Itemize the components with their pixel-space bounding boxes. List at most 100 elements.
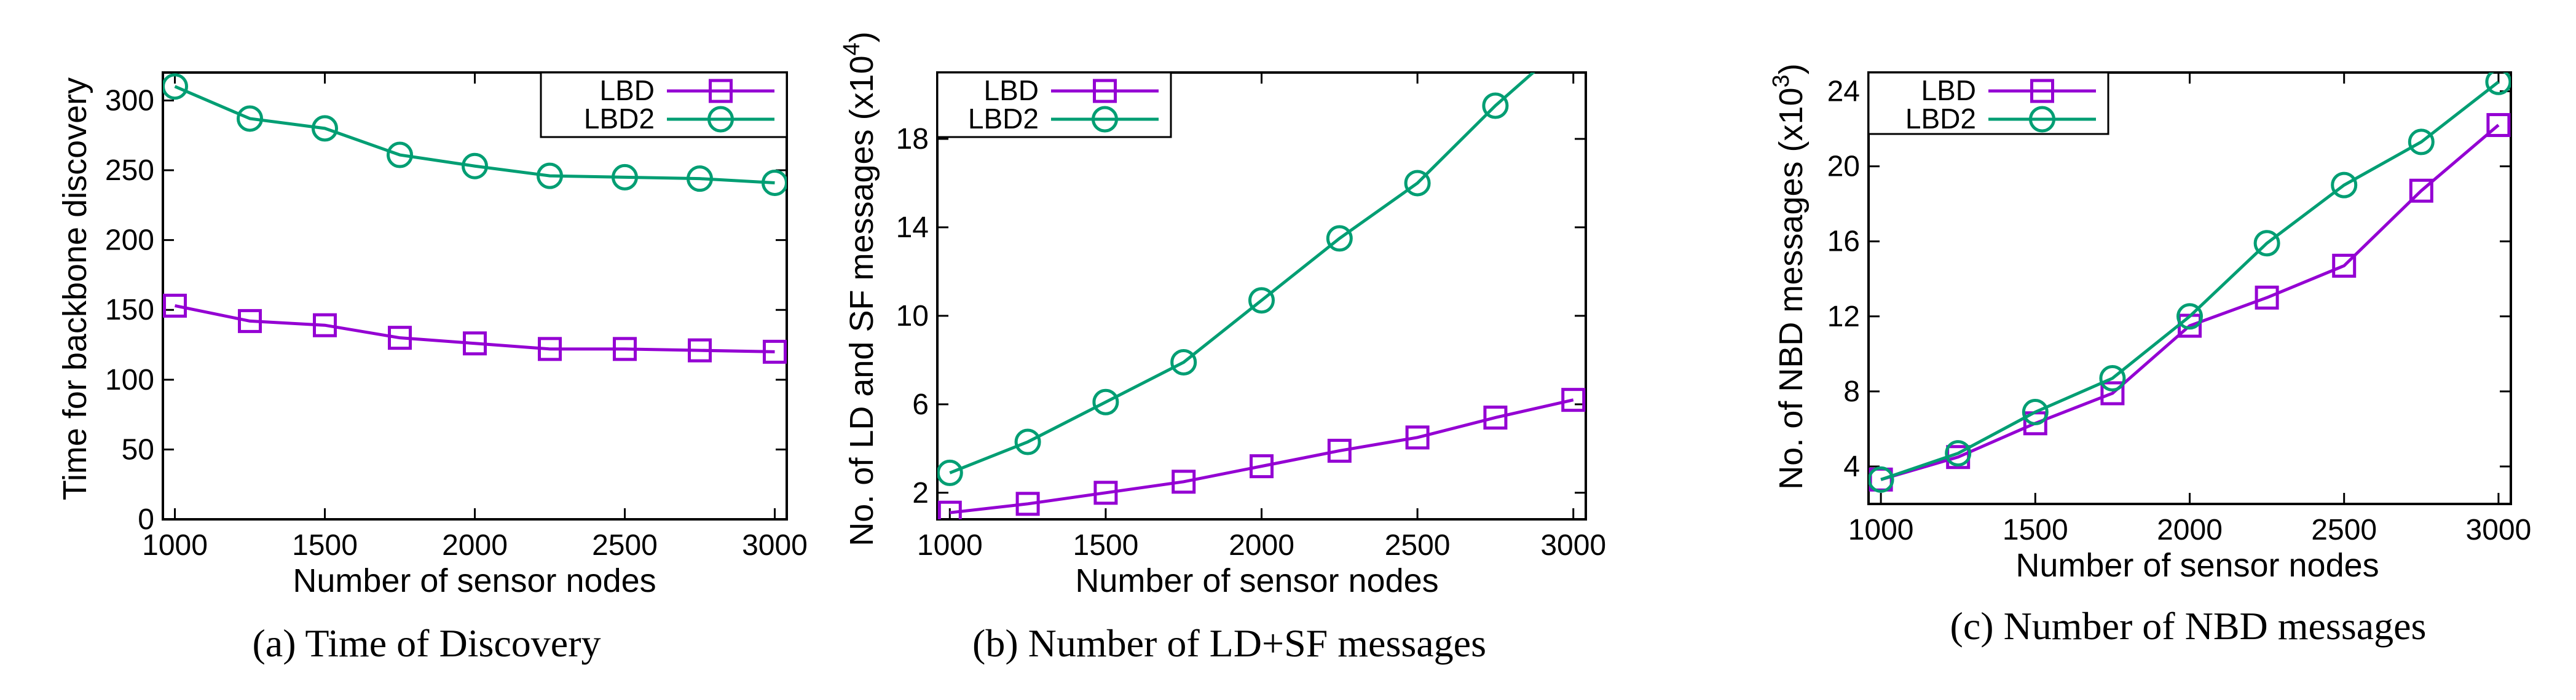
data-point-lbd2 [1404,170,1431,197]
series-line-lbd2 [174,85,775,184]
x-tick-label: 3000 [2466,514,2532,546]
legend-label-lbd2: LBD2 [584,103,655,135]
legend-marker-lbd2 [2029,106,2055,133]
data-point-lbd [2486,112,2511,137]
data-point-lbd [388,326,412,350]
data-point-lbd [2409,178,2433,203]
legend-box [936,71,1172,138]
data-point-lbd [762,339,787,364]
legend-label-lbd: LBD [1921,74,1976,106]
x-tick-label: 2500 [2311,514,2377,546]
data-point-lbd [2332,253,2357,278]
data-point-lbd2 [686,165,713,192]
x-tick-label: 1000 [142,529,208,562]
data-point-lbd2 [462,152,488,179]
data-point-lbd [463,331,487,356]
y-tick-label: 10 [896,300,929,332]
y-tick-label: 50 [122,433,154,466]
y-tick-label: 8 [1843,376,1860,408]
data-point-lbd2 [163,73,189,100]
caption: (c) Number of NBD messages [1950,604,2427,648]
legend-marker-lbd [1093,79,1117,103]
legend-marker-lbd2 [1092,106,1118,133]
data-point-lbd [1561,388,1586,412]
legend-marker-lbd [2030,79,2054,103]
data-point-lbd [2255,285,2279,310]
y-tick-label: 16 [1827,226,1860,258]
y-tick-label: 150 [105,294,154,326]
y-tick-label: 250 [105,154,154,187]
y-tick-label: 0 [138,503,154,536]
y-tick-label: 18 [896,123,929,155]
data-point-lbd2 [2099,365,2126,392]
data-point-lbd [163,293,187,318]
data-point-lbd2 [1092,388,1119,415]
data-point-lbd [1327,438,1352,463]
data-point-lbd2 [611,163,638,191]
data-point-lbd2 [2485,73,2511,95]
data-point-lbd2 [761,169,787,196]
y-tick-label: 20 [1827,151,1860,183]
data-point-lbd2 [312,115,339,142]
x-tick-label: 1500 [2003,514,2068,546]
data-point-lbd [937,500,962,519]
data-point-lbd [1405,425,1430,450]
y-axis-label: Time for backbone discovery [57,77,93,500]
x-tick-label: 1000 [917,529,983,562]
legend-box [1867,71,2109,135]
data-point-lbd2 [1482,92,1509,119]
x-tick-label: 2000 [442,529,508,562]
x-axis-label: Number of sensor nodes [1075,562,1438,599]
x-tick-label: 2500 [592,529,658,562]
data-point-lbd2 [2022,398,2049,425]
data-point-lbd2 [1170,348,1197,376]
x-tick-label: 2500 [1385,529,1451,562]
y-tick-label: 24 [1827,76,1860,108]
data-point-lbd2 [1326,225,1353,252]
y-axis-label: No. of LD and SF messages (x104) [839,31,880,546]
data-point-lbd [238,309,262,333]
data-point-lbd [1483,405,1508,430]
x-tick-label: 1000 [1848,514,1914,546]
y-tick-label: 4 [1843,450,1860,483]
plot-frame [1867,71,2512,505]
chart-nbd-messages: No. of NBD messages (x103) Number of sen… [1768,63,2531,648]
series-line-lbd [950,398,1574,514]
data-point-lbd2 [1014,428,1041,455]
y-tick-label: 12 [1827,301,1860,333]
chart-ld-sf-messages: No. of LD and SF messages (x104) Number … [839,25,1606,665]
data-point-lbd2 [1869,466,1894,493]
data-point-lbd [1015,492,1040,516]
data-point-lbd [2100,381,2125,406]
y-tick-label: 300 [105,84,154,117]
y-tick-label: 100 [105,364,154,396]
y-tick-label: 14 [896,211,929,244]
data-point-lbd2 [1562,25,1585,49]
data-point-lbd2 [1945,440,1972,467]
data-point-lbd2 [2331,171,2358,199]
data-point-lbd2 [536,162,563,189]
y-axis-label: No. of NBD messages (x103) [1768,63,1810,489]
legend-marker-lbd2 [707,106,734,133]
y-tick-label: 200 [105,224,154,257]
series-line-lbd [1880,124,2500,481]
legend-label-lbd: LBD [600,74,655,106]
y-tick-label: 2 [912,477,929,509]
x-axis-label: Number of sensor nodes [293,562,656,599]
series-line-lbd2 [949,73,1536,474]
data-point-lbd [687,338,712,363]
data-point-lbd2 [2408,128,2435,155]
y-tick-label: 6 [912,388,929,421]
legend-label-lbd2: LBD2 [968,103,1039,135]
series-line-lbd2 [1880,81,2500,481]
data-point-lbd2 [387,141,414,168]
chart-time-of-discovery: Time for backbone discovery Number of se… [57,71,808,665]
data-point-lbd [537,337,562,361]
data-point-lbd [1093,481,1118,505]
data-point-lbd2 [237,105,264,132]
series-line-lbd [175,304,775,353]
data-point-lbd2 [2176,303,2203,330]
x-tick-label: 3000 [1540,529,1606,562]
data-point-lbd [612,337,637,361]
